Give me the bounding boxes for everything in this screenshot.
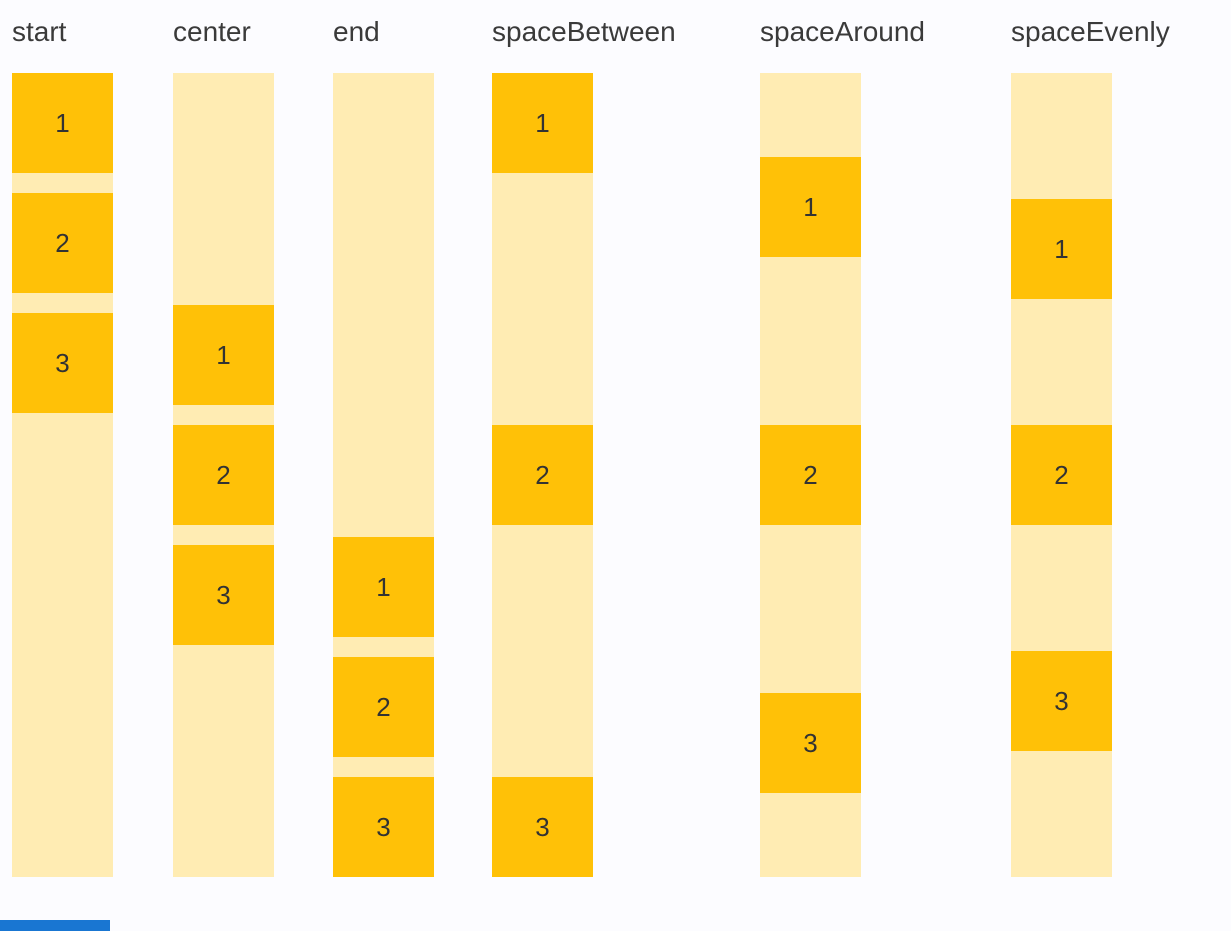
flex-item-box: 3 xyxy=(1011,651,1112,751)
box-number: 1 xyxy=(535,107,550,138)
column-group: spaceAround 1 2 3 xyxy=(760,13,925,877)
box-number: 2 xyxy=(1054,459,1069,490)
box-number: 1 xyxy=(376,571,391,602)
column-track-end: 1 2 3 xyxy=(333,73,434,877)
flex-item-box: 3 xyxy=(333,777,434,877)
flex-item-box: 2 xyxy=(173,425,274,525)
column-track-start: 1 2 3 xyxy=(12,73,113,877)
box-number: 2 xyxy=(803,459,818,490)
partial-blue-bar[interactable] xyxy=(0,920,110,931)
column-label: center xyxy=(173,16,251,47)
flex-item-box: 1 xyxy=(12,73,113,173)
flex-item-box: 1 xyxy=(492,73,593,173)
column-label: start xyxy=(12,16,67,47)
box-number: 1 xyxy=(216,339,231,370)
flex-item-box: 3 xyxy=(492,777,593,877)
box-number: 2 xyxy=(55,227,70,258)
box-number: 2 xyxy=(376,691,391,722)
flex-item-box: 2 xyxy=(492,425,593,525)
column-label: spaceAround xyxy=(760,16,926,47)
flex-item-box: 2 xyxy=(1011,425,1112,525)
box-number: 1 xyxy=(803,191,818,222)
flex-item-box: 2 xyxy=(333,657,434,757)
flex-item-box: 2 xyxy=(760,425,861,525)
box-number: 2 xyxy=(535,459,550,490)
box-number: 3 xyxy=(376,811,391,842)
box-number: 3 xyxy=(1054,685,1069,716)
flex-item-box: 3 xyxy=(12,313,113,413)
column-group: end 1 2 3 xyxy=(333,13,434,877)
column-track-spaceBetween: 1 2 3 xyxy=(492,73,593,877)
box-number: 3 xyxy=(55,347,70,378)
column-label: end xyxy=(333,16,380,47)
flex-item-box: 1 xyxy=(1011,199,1112,299)
column-group: start 1 2 3 xyxy=(12,13,113,877)
box-number: 1 xyxy=(1054,233,1069,264)
box-number: 3 xyxy=(803,727,818,758)
flex-item-box: 3 xyxy=(760,693,861,793)
column-track-center: 1 2 3 xyxy=(173,73,274,877)
column-track-spaceEvenly: 1 2 3 xyxy=(1011,73,1112,877)
flex-item-box: 1 xyxy=(333,537,434,637)
column-group: spaceBetween 1 2 3 xyxy=(492,13,676,877)
flex-item-box: 2 xyxy=(12,193,113,293)
column-group: spaceEvenly 1 2 3 xyxy=(1011,13,1170,877)
box-number: 3 xyxy=(216,579,231,610)
box-number: 1 xyxy=(55,107,70,138)
flex-item-box: 3 xyxy=(173,545,274,645)
flex-item-box: 1 xyxy=(760,157,861,257)
box-number: 3 xyxy=(535,811,550,842)
column-group: center 1 2 3 xyxy=(173,13,274,877)
column-track-spaceAround: 1 2 3 xyxy=(760,73,861,877)
flex-item-box: 1 xyxy=(173,305,274,405)
column-label: spaceBetween xyxy=(492,16,676,47)
box-number: 2 xyxy=(216,459,231,490)
column-label: spaceEvenly xyxy=(1011,16,1170,47)
